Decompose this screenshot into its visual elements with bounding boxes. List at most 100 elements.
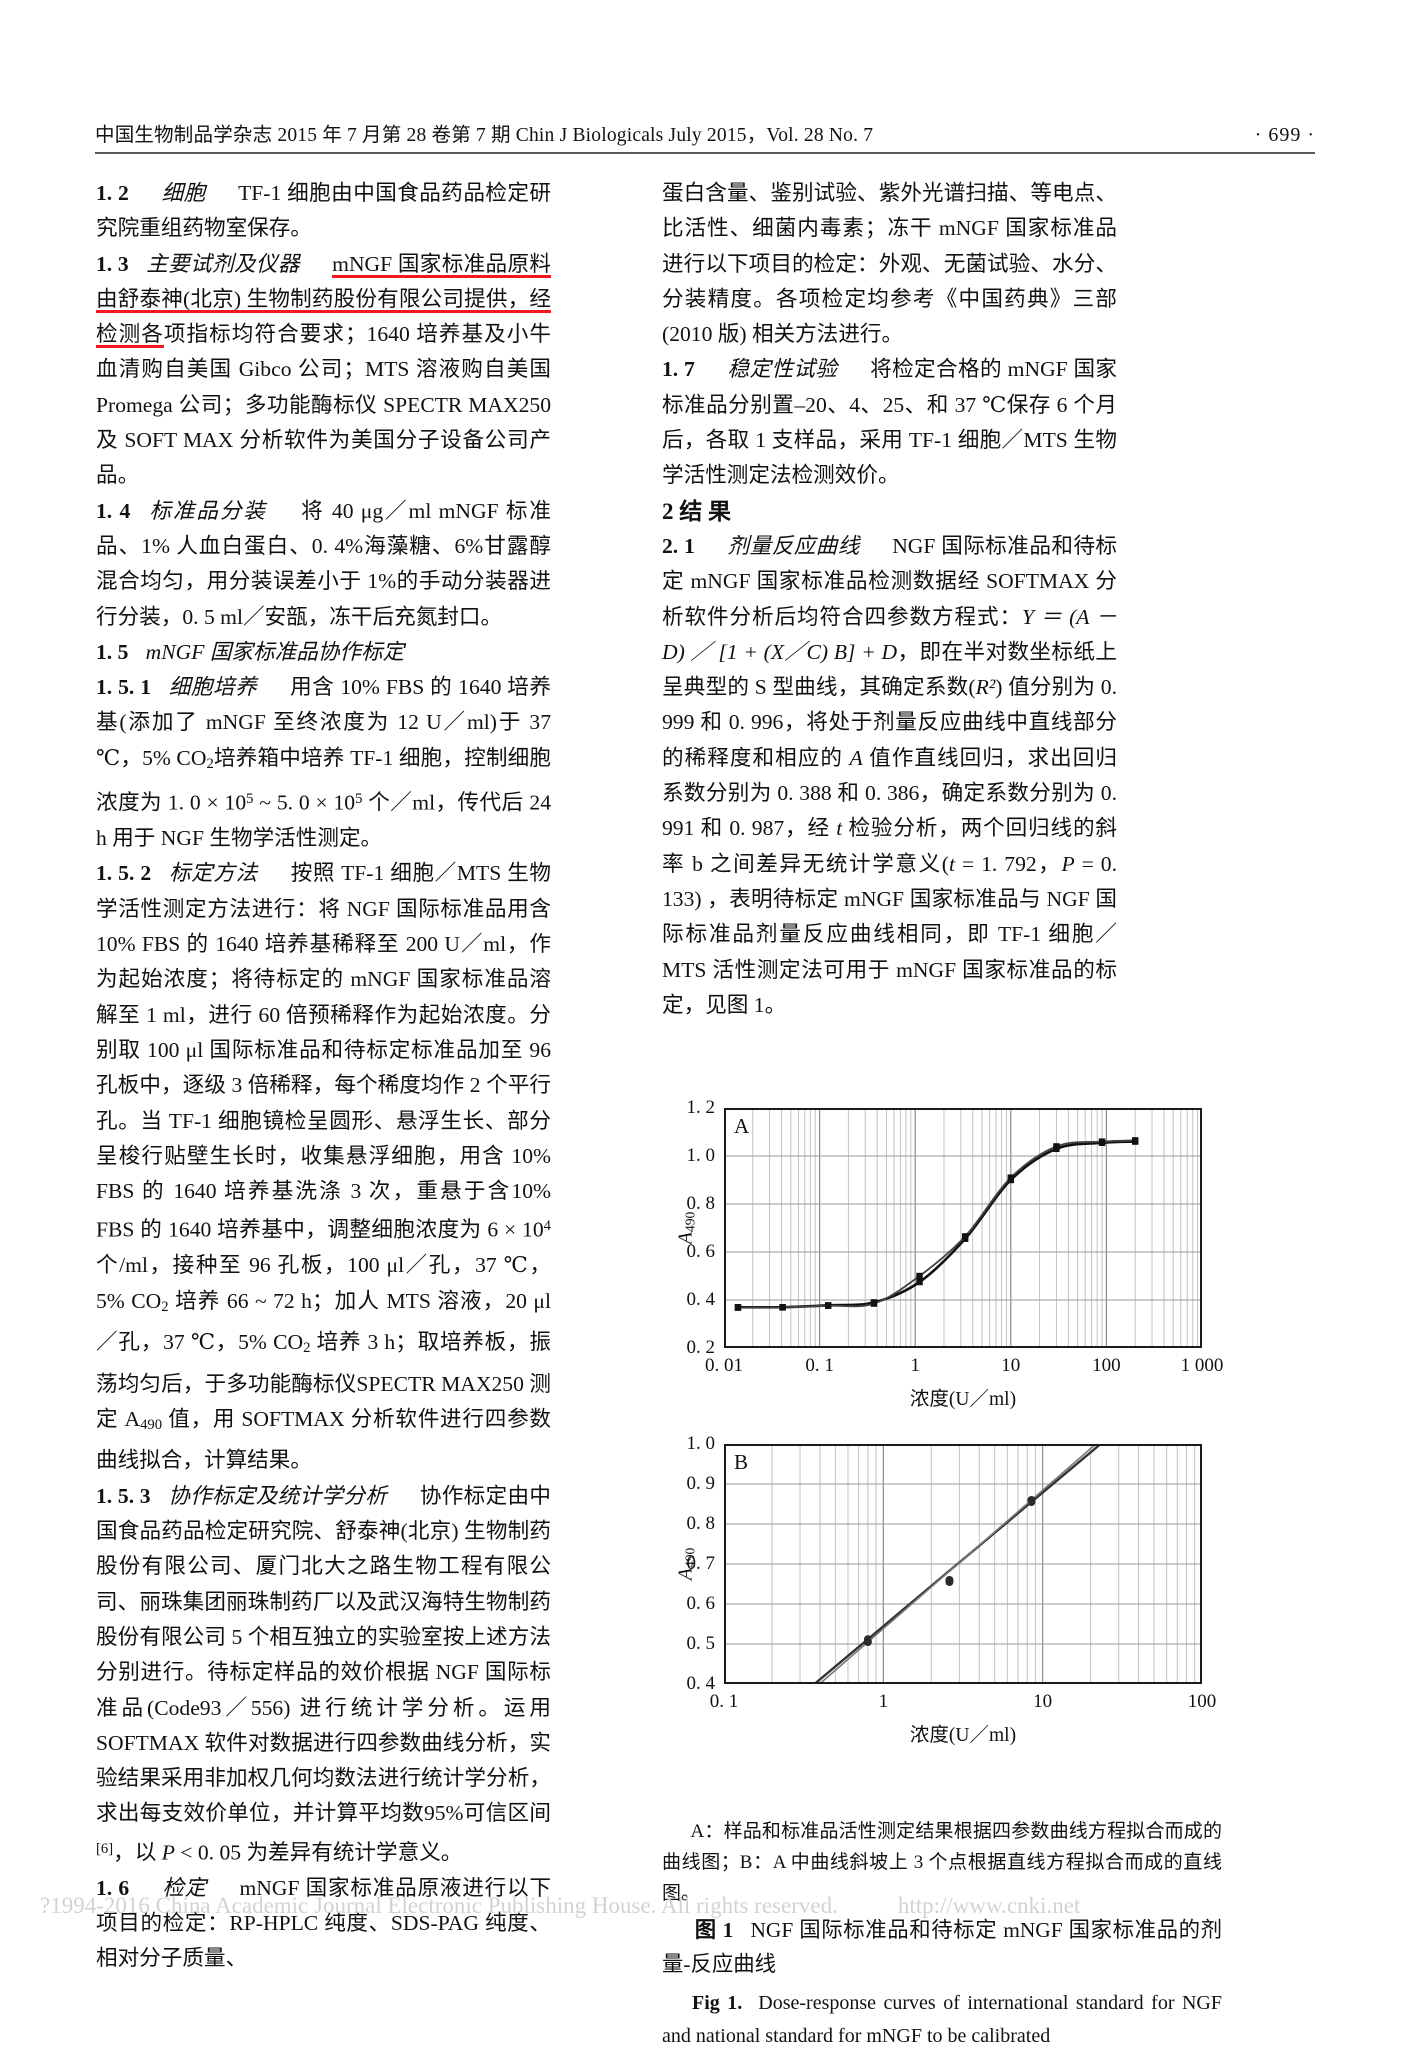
section-1-5-3: 1. 5. 3 协作标定及统计学分析 协作标定由中国食品药品检定研究院、舒泰神(北京… (96, 1479, 551, 1871)
section-2-1-title: 剂量反应曲线 (727, 533, 860, 558)
section-1-6: 1. 6 检定 mNGF 国家标准品原液进行以下项目的检定：RP-HPLC 纯度、S… (96, 1871, 551, 1977)
panel-letter-a: A (734, 1114, 750, 1138)
section-1-5-1-body-d: 个／ml，传代后 24 h 用于 NGF 生物学活性测定。 (96, 790, 551, 851)
journal-page: 中国生物制品学杂志 2015 年 7 月第 28 卷第 7 期 Chin J B… (40, 118, 1315, 2047)
reference-marker-6: [6] (96, 1840, 114, 1857)
section-1-4-number: 1. 4 (96, 498, 131, 523)
x-tick-label: 10 (1033, 1691, 1053, 1712)
y-tick-label: 0. 6 (686, 1593, 716, 1614)
section-1-5-2-body-b: 个/ml，接种至 96 孔板，100 μl／孔，37 ℃，5% CO (96, 1253, 551, 1313)
plot-frame-a (724, 1108, 1202, 1348)
chart-panel-b: B A490 0. 4 0. 5 0. 6 0. 7 0. 8 0. 9 1. 0 0. 1… (674, 1433, 1216, 1746)
x-tick-label: 0. 01 (705, 1355, 743, 1376)
y-tick-label: 0. 5 (686, 1633, 716, 1654)
section-1-2-body: TF-1 细胞由中国食品药品检定研究院重组药物室保存。 (96, 181, 551, 241)
section-1-4-body: 将 40 μg／ml mNGF 标准品、1% 人血白蛋白、0. 4%海藻糖、6%… (96, 498, 551, 629)
y-tick-label: 0. 7 (686, 1553, 716, 1574)
co2-subscript-2: 2 (161, 1298, 169, 1315)
y-tick-label: 0. 2 (686, 1337, 716, 1358)
section-1-5-2-body-e: 值，用 SOFTMAX 分析软件进行四参数曲线拟合，计算结果。 (96, 1406, 551, 1473)
running-head-text: 中国生物制品学杂志 2015 年 7 月第 28 卷第 7 期 Chin J B… (95, 125, 874, 146)
page-folio: · 699 · (1254, 124, 1315, 146)
figure-caption-notes: A：样品和标准品活性测定结果根据四参数曲线方程拟合而成的曲线图；B：A 中曲线斜… (662, 1816, 1222, 1909)
y-tick-label: 0. 4 (686, 1673, 716, 1694)
section-1-3-title: 主要试剂及仪器 (145, 251, 300, 276)
section-1-5-1-body-a: 用含 10% FBS 的 1640 培养基(添加了 mNGF 至终浓度为 12 … (96, 675, 551, 770)
y-tick-label: 0. 9 (686, 1473, 716, 1494)
continued-paragraph: 蛋白含量、鉴别试验、紫外光谱扫描、等电点、比活性、细菌内毒素；冻干 mNGF 国… (662, 181, 1117, 347)
t-symbol-1: t (836, 816, 843, 841)
section-1-4-title: 标准品分装 (147, 498, 267, 523)
plot-area-a: A A490 0. 2 0. 4 0. 6 0. 8 1. 0 1. 2 0. 01 0. … (674, 1097, 1223, 1410)
section-1-6-title: 检定 (161, 1875, 208, 1900)
chart-a-svg (724, 1108, 1202, 1348)
section-1-5-1-body-c: ~ 5. 0 × 10 (253, 790, 356, 815)
header-rule (95, 152, 1315, 155)
section-1-7-number: 1. 7 (662, 357, 695, 382)
a-symbol: A (849, 745, 863, 770)
section-1-3: 1. 3 主要试剂及仪器 mNGF 国家标准品原料由舒泰神(北京) 生物制药股份有限… (96, 247, 551, 494)
section-1-5-2-body-c: 培养 66 ~ 72 h；加人 MTS 溶液，20 μl／孔，37 ℃，5% C… (96, 1288, 551, 1355)
left-column: 1. 2 细胞 TF-1 细胞由中国食品药品检定研究院重组药物室保存。 1. 3 主要… (96, 176, 551, 1977)
x-axis-label-b: 浓度(U／ml) (909, 1725, 1017, 1746)
section-1-5-2-number: 1. 5. 2 (96, 861, 152, 886)
section-2-1-body-c: ) 值分别为 0. 999 和 0. 996，将处于剂量反应曲线中直线部分的稀释… (662, 675, 1117, 770)
figure-caption-chinese: 图 1 NGF 国际标准品和待标定 mNGF 国家标准品的剂量-反应曲线 (662, 1913, 1222, 1981)
section-1-5-1-number: 1. 5. 1 (96, 675, 152, 700)
p-symbol: P (1061, 851, 1075, 876)
x-tick-label: 0. 1 (805, 1355, 834, 1376)
a490-subscript: 490 (140, 1417, 163, 1434)
section-2-1-body-b: ，即在半对数坐标纸上呈典型的 S 型曲线，其确定系数( (662, 639, 1117, 700)
x-axis-label-a: 浓度(U／ml) (909, 1389, 1017, 1410)
section-2-1-body-a: NGF 国际标准品和待标定 mNGF 国家标准品检测数据经 SOFTMAX 分析… (662, 533, 1117, 629)
section-1-5-1-title: 细胞培养 (168, 675, 258, 700)
plot-area-b: B A490 0. 4 0. 5 0. 6 0. 7 0. 8 0. 9 1. 0 0. 1… (674, 1433, 1216, 1746)
figure-caption-notes-text: A：样品和标准品活性测定结果根据四参数曲线方程拟合而成的曲线图；B：A 中曲线斜… (662, 1821, 1222, 1904)
section-1-5-3-body-c: < 0. 05 为差异有统计学意义。 (174, 1840, 463, 1865)
y-axis-label-a: A490 (674, 1211, 698, 1245)
figure-label-zh: 图 1 (694, 1918, 734, 1942)
section-1-6-number: 1. 6 (96, 1875, 130, 1900)
section-1-3-number: 1. 3 (96, 251, 129, 276)
copyright-text: ?1994-2016 China Academic Journal Electr… (40, 1893, 838, 1918)
figure-caption-en-text: Dose-response curves of international st… (662, 1992, 1223, 2047)
section-2-1-body-f: = 1. 792， (954, 851, 1062, 876)
section-1-4: 1. 4 标准品分装将 40 μg／ml mNGF 标准品、1% 人血白蛋白、0.… (96, 494, 551, 635)
exponent-4: 4 (543, 1218, 551, 1235)
section-2-1: 2. 1 剂量反应曲线 NGF 国际标准品和待标定 mNGF 国家标准品检测数据经 … (662, 529, 1117, 1023)
section-2-1-body-d: 值作直线回归，求出回归系数分别为 0. 388 和 0. 386，确定系数分别为… (662, 745, 1117, 841)
right-column: 蛋白含量、鉴别试验、紫外光谱扫描、等电点、比活性、细菌内毒素；冻干 mNGF 国… (662, 176, 1117, 1023)
r-squared-symbol: R² (975, 675, 996, 700)
figure-caption-zh-text: NGF 国际标准品和待标定 mNGF 国家标准品的剂量-反应曲线 (662, 1918, 1223, 1976)
section-1-7-title: 稳定性试验 (727, 357, 838, 382)
x-tick-label: 100 (1092, 1355, 1121, 1376)
section-1-5: 1. 5 mNGF 国家标准品协作标定 (96, 635, 551, 670)
section-1-5-3-number: 1. 5. 3 (96, 1483, 151, 1508)
section-1-5-2-body-a: 按照 TF-1 细胞／MTS 生物学活性测定方法进行：将 NGF 国际标准品用含… (96, 861, 551, 1243)
section-2-1-body-e: 检验分析，两个回归线的斜率 b 之间差异无统计学意义( (662, 816, 1117, 876)
plot-frame-b (724, 1444, 1202, 1684)
cnki-url: http://www.cnki.net (897, 1893, 1081, 1918)
x-tick-label: 1 000 (1180, 1355, 1224, 1376)
section-1-5-1-body-b: 培养箱中培养 TF-1 细胞，控制细胞浓度为 1. 0 × 10 (96, 745, 551, 815)
section-1-5-3-body-a: 协作标定由中国食品药品检定研究院、舒泰神(北京) 生物制药股份有限公司、厦门北大… (96, 1483, 551, 1826)
y-tick-label: 0. 4 (686, 1289, 716, 1310)
section-1-5-3-title: 协作标定及统计学分析 (167, 1483, 388, 1508)
co2-subscript-3: 2 (303, 1340, 311, 1357)
running-head: 中国生物制品学杂志 2015 年 7 月第 28 卷第 7 期 Chin J B… (95, 118, 1315, 147)
section-1-5-3-body-b: ，以 (113, 1840, 162, 1865)
section-1-5-number: 1. 5 (96, 639, 129, 664)
figure-caption-english: Fig 1. Dose-response curves of internatio… (662, 1987, 1222, 2053)
section-1-7: 1. 7 稳定性试验 将检定合格的 mNGF 国家标准品分别置–20、4、25、和 … (662, 352, 1117, 493)
section-1-2-title: 细胞 (161, 181, 206, 205)
section-2-1-body-g: = 0. 133) ，表明待标定 mNGF 国家标准品与 NGF 国际标准品剂量… (662, 851, 1118, 1017)
x-tick-label: 0. 1 (709, 1691, 739, 1712)
section-1-5-2-body-d: 培养 3 h；取培养板，振荡均匀后，于多功能酶标仪SPECTR MAX250 测… (96, 1330, 551, 1431)
section-1-5-1: 1. 5. 1 细胞培养 用含 10% FBS 的 1640 培养基(添加了 mNG… (96, 670, 551, 856)
panel-letter-b: B (734, 1450, 749, 1474)
section-2-1-number: 2. 1 (662, 533, 695, 558)
plot-inner-a (724, 1108, 1202, 1348)
section-1-7-body: 将检定合格的 mNGF 国家标准品分别置–20、4、25、和 37 ℃保存 6 … (662, 357, 1117, 488)
figure-captions: A：样品和标准品活性测定结果根据四参数曲线方程拟合而成的曲线图；B：A 中曲线斜… (662, 1816, 1222, 2053)
section-1-5-2: 1. 5. 2 标定方法 按照 TF-1 细胞／MTS 生物学活性测定方法进行：将 … (96, 856, 551, 1478)
